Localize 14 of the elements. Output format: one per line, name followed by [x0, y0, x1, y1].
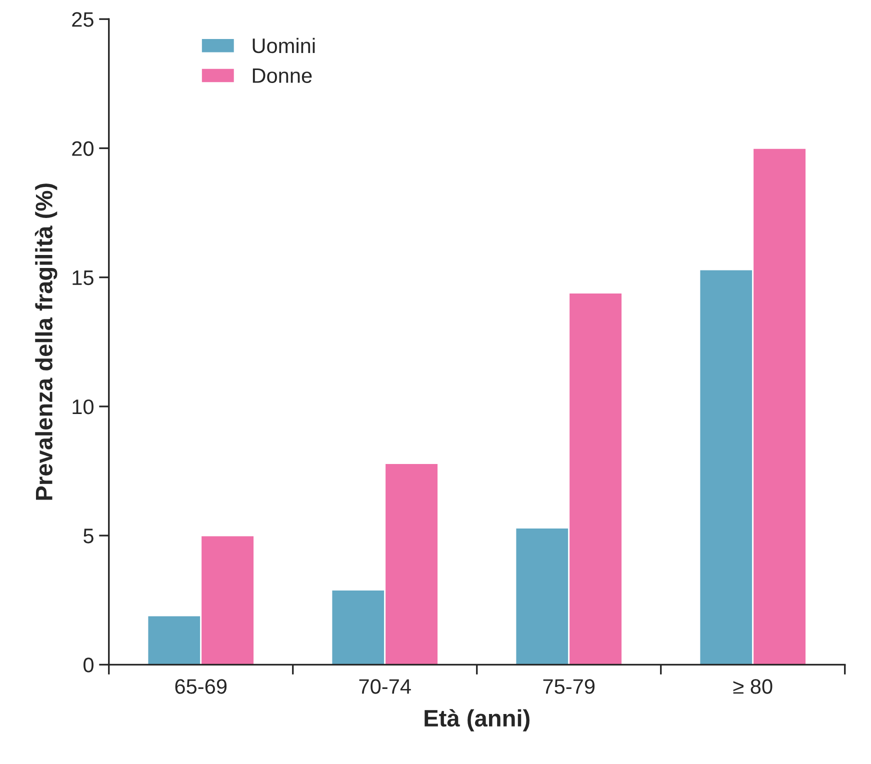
y-tick-label: 25 [72, 12, 94, 27]
y-tick-label: 15 [72, 270, 94, 286]
x-tick-label: ≥ 80 [733, 679, 772, 694]
legend-label: Donne [252, 68, 312, 83]
x-tick-label: 65-69 [175, 679, 227, 694]
y-tick-label: 20 [72, 141, 94, 156]
y-axis-title: Prevalenza della fragilità (%) [34, 184, 58, 500]
legend-label: Uomini [252, 38, 315, 54]
y-tick-label: 0 [84, 658, 94, 672]
x-tick-label: 70-74 [359, 679, 411, 694]
y-tick-label: 5 [84, 528, 94, 544]
y-tick-label: 10 [72, 399, 94, 414]
x-axis-title: Età (anni) [424, 709, 530, 732]
x-tick-label: 75-79 [543, 679, 595, 694]
